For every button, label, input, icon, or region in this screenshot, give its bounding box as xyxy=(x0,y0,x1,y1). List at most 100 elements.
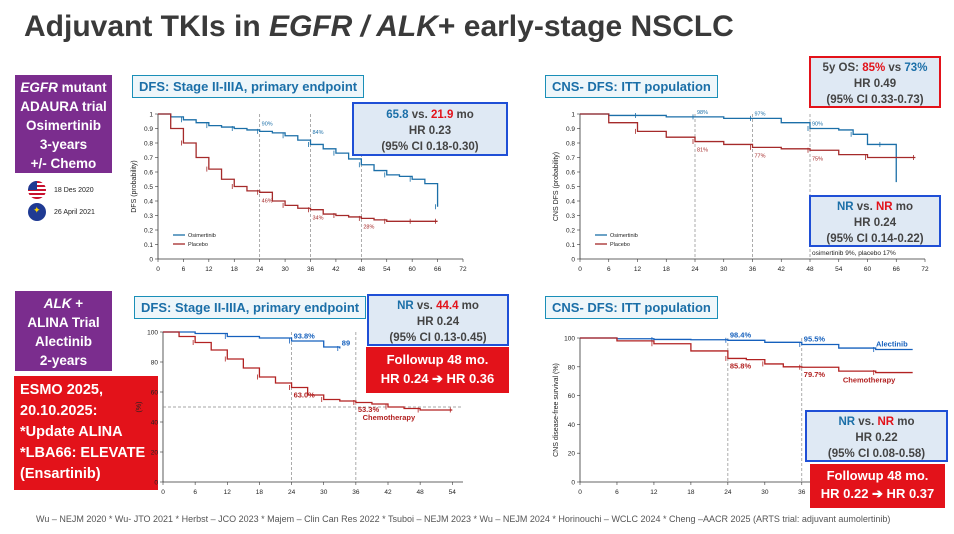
alina-trial-box: ALK + ALINA Trial Alectinib 2-years xyxy=(15,291,112,371)
hr-tr-value: HR 0.24 xyxy=(853,217,897,229)
followup-br-line2: HR 0.22 ➔ HR 0.37 xyxy=(820,486,935,501)
x-tick-label: 54 xyxy=(835,266,843,273)
x-tick-label: 72 xyxy=(459,266,467,273)
annotation-89: 89 xyxy=(342,339,350,348)
series-osimertinib-line xyxy=(580,113,897,183)
annotation-98: 98% xyxy=(697,110,708,116)
annotation-75: 75% xyxy=(812,156,823,162)
x-tick-label: 36 xyxy=(307,266,315,273)
x-tick-label: 60 xyxy=(409,266,417,273)
x-tick-label: 72 xyxy=(921,266,929,273)
annotation-938: 93.8% xyxy=(294,331,316,340)
followup-bl-line1: Followup 48 mo. xyxy=(386,352,489,367)
osimertinib-label: Osimertinib xyxy=(25,118,101,133)
y-tick-label: 60 xyxy=(151,390,159,397)
x-tick-label: 12 xyxy=(224,489,232,496)
y-tick-label: 0.5 xyxy=(144,184,153,191)
x-tick-label: 24 xyxy=(691,266,699,273)
x-tick-label: 42 xyxy=(778,266,786,273)
y-axis-label: DFS (probability) xyxy=(131,160,138,213)
hr-tl-ci: (95% CI 0.18-0.30) xyxy=(381,141,479,153)
alk-suffix: + xyxy=(71,296,84,311)
hr-tl-a: 65.8 xyxy=(386,109,409,121)
y-tick-label: 0.8 xyxy=(566,141,575,148)
x-tick-label: 48 xyxy=(358,266,366,273)
esmo-box: ESMO 2025, 20.10.2025: *Update ALINA *LB… xyxy=(14,376,158,490)
hr-box-bl: NR vs. 44.4 mo HR 0.24 (95% CI 0.13-0.45… xyxy=(367,294,509,346)
y-tick-label: 0.5 xyxy=(566,184,575,191)
series-alectinib-line xyxy=(580,337,913,351)
y-axis-label: CNS DFS (probability) xyxy=(553,152,560,221)
legend-label-placebo: Placebo xyxy=(610,242,630,248)
x-tick-label: 12 xyxy=(634,266,642,273)
hr-tl-vs: vs. xyxy=(408,109,431,121)
series-chemotherapy-line xyxy=(163,331,453,411)
alina-label: ALINA Trial xyxy=(27,315,100,330)
hr-bl-unit: mo xyxy=(458,300,479,312)
annotation-984: 98.4% xyxy=(730,330,752,339)
references-footer: Wu – NEJM 2020 * Wu- JTO 2021 * Herbst –… xyxy=(36,514,891,524)
title-italic: EGFR / ALK xyxy=(269,10,438,43)
esmo-line2: 20.10.2025: xyxy=(20,403,98,419)
annotation-90: 90% xyxy=(262,122,273,128)
x-tick-label: 66 xyxy=(893,266,901,273)
y-tick-label: 0.7 xyxy=(144,155,153,162)
adaura-label: ADAURA trial xyxy=(20,99,107,114)
hr-br-vs: vs. xyxy=(855,416,878,428)
y-tick-label: 0 xyxy=(571,257,575,264)
esmo-line3: *Update ALINA xyxy=(20,424,123,440)
y-tick-label: 100 xyxy=(564,336,575,343)
y-tick-label: 0.2 xyxy=(144,228,153,235)
x-tick-label: 30 xyxy=(761,489,769,496)
x-tick-label: 30 xyxy=(281,266,289,273)
x-tick-label: 30 xyxy=(320,489,328,496)
annotation-alectinib: Alectinib xyxy=(876,340,908,349)
x-tick-label: 48 xyxy=(417,489,425,496)
x-tick-label: 24 xyxy=(724,489,732,496)
x-tick-label: 18 xyxy=(687,489,695,496)
hr-bl-b: 44.4 xyxy=(436,300,459,312)
legend-label-osimertinib: Osimertinib xyxy=(610,233,638,239)
egfr-label: EGFR xyxy=(20,80,58,95)
x-tick-label: 0 xyxy=(578,489,582,496)
annotation-97: 97% xyxy=(755,111,766,117)
hr-br-b: NR xyxy=(877,416,895,428)
x-tick-label: 6 xyxy=(193,489,197,496)
hr-bl-ci: (95% CI 0.13-0.45) xyxy=(389,332,487,344)
y-tick-label: 0.3 xyxy=(144,213,153,220)
os-vs: vs xyxy=(885,62,905,74)
x-tick-label: 24 xyxy=(256,266,264,273)
panel-tr-title: CNS- DFS: ITT population xyxy=(545,75,718,98)
y-tick-label: 0.9 xyxy=(566,126,575,133)
followup-bl-line2: HR 0.24 ➔ HR 0.36 xyxy=(380,371,495,386)
approval-eu: 26 April 2021 xyxy=(28,203,95,221)
y-tick-label: 0.6 xyxy=(566,170,575,177)
legend-label-osimertinib: Osimertinib xyxy=(188,233,216,239)
annotation-90: 90% xyxy=(812,122,823,128)
y-tick-label: 0.6 xyxy=(144,170,153,177)
x-tick-label: 30 xyxy=(720,266,728,273)
x-tick-label: 0 xyxy=(161,489,165,496)
eu-flag-icon xyxy=(28,203,46,221)
chemo-label: +/- Chemo xyxy=(30,156,97,171)
title-pre: Adjuvant TKIs in xyxy=(24,10,270,43)
x-tick-label: 0 xyxy=(578,266,582,273)
x-tick-label: 6 xyxy=(615,489,619,496)
egfr-suffix: mutant xyxy=(57,80,107,95)
followup-br-line1: Followup 48 mo. xyxy=(826,468,929,483)
x-tick-label: 36 xyxy=(798,489,806,496)
followup-box-bl: Followup 48 mo. HR 0.24 ➔ HR 0.36 xyxy=(366,347,509,393)
annotation-858: 85.8% xyxy=(730,361,752,370)
panel-bl-title: DFS: Stage II-IIIA, primary endpoint xyxy=(134,296,367,319)
y-tick-label: 0 xyxy=(571,480,575,487)
y-tick-label: 0 xyxy=(154,480,158,487)
y-tick-label: 40 xyxy=(151,420,159,427)
x-tick-label: 24 xyxy=(288,489,296,496)
y-tick-label: 0.8 xyxy=(144,141,153,148)
y-tick-label: 1 xyxy=(149,112,153,119)
annotation-84: 84% xyxy=(313,130,324,136)
os-b: 73% xyxy=(904,62,928,74)
os-hr: HR 0.49 xyxy=(853,78,897,90)
incidence-note: osimertinib 9%, placebo 17% xyxy=(812,250,896,257)
y-tick-label: 0.1 xyxy=(144,242,153,249)
